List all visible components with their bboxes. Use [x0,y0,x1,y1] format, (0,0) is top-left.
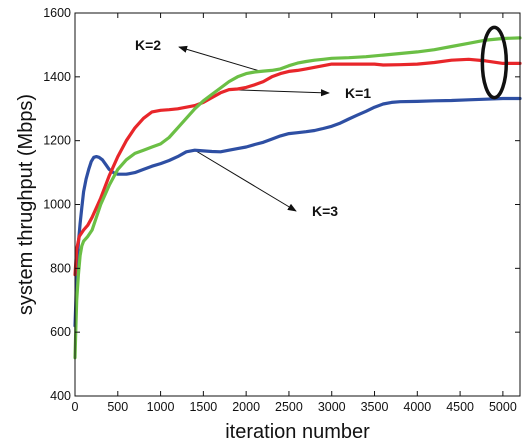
y-tick-label: 400 [50,389,71,403]
y-tick-label: 1000 [43,198,71,212]
y-tick-label: 1600 [43,6,71,20]
annotation-label: K=1 [345,85,371,101]
series-line-k3 [73,96,522,328]
highlight-ellipse [480,25,509,100]
annotation-label: K=3 [312,203,338,219]
x-tick-label: 500 [107,400,128,414]
series-line-k1 [73,57,522,277]
x-axis-title: iteration number [225,421,370,442]
x-tick-label: 3500 [361,400,389,414]
annotation-layer: K=2 K=1 K=3 [135,37,371,219]
x-tick-label: 4000 [403,400,431,414]
y-axis-title: system thrughput (Mbps) [15,94,37,315]
y-tick-label: 1400 [43,70,71,84]
x-tick-label: 0 [72,400,79,414]
x-tick-label: 4500 [446,400,474,414]
annotation-arrow [229,89,330,97]
x-tick-label: 5000 [489,400,517,414]
annotation-arrow [194,149,297,212]
series-line-k2 [73,36,522,360]
y-tick-label: 1200 [43,134,71,148]
x-tick-label: 1500 [189,400,217,414]
annotation-label: K=2 [135,37,161,53]
series-layer [73,25,522,360]
ticks-layer: 0 500 1000 1500 2000 2500 3000 3500 4000 4500 5000… [43,6,520,414]
y-tick-label: 600 [50,325,71,339]
annotation-arrow [178,45,264,73]
x-tick-label: 2000 [232,400,260,414]
x-tick-label: 1000 [147,400,175,414]
x-tick-label: 2500 [275,400,303,414]
x-tick-label: 3000 [318,400,346,414]
y-tick-label: 800 [50,261,71,275]
